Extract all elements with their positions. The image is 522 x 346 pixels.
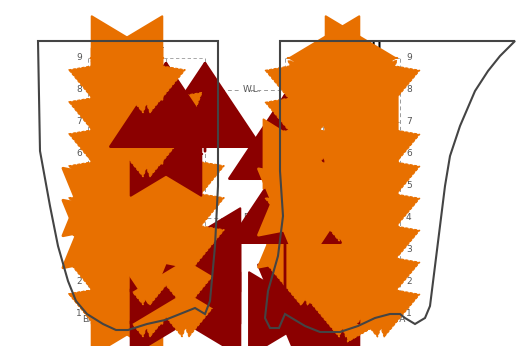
Text: 3: 3 xyxy=(406,246,412,255)
Text: FC: FC xyxy=(318,315,329,324)
Text: 7: 7 xyxy=(406,118,412,127)
Text: BACK: BACK xyxy=(129,40,163,50)
Text: BD: BD xyxy=(198,315,211,324)
Text: 8: 8 xyxy=(406,85,412,94)
Text: FA: FA xyxy=(395,315,405,324)
Text: FRONT: FRONT xyxy=(341,40,384,50)
Text: 2: 2 xyxy=(406,277,412,286)
Text: 9: 9 xyxy=(76,54,82,63)
Text: BC: BC xyxy=(160,315,172,324)
Text: FB: FB xyxy=(356,315,367,324)
Text: 6: 6 xyxy=(406,149,412,158)
Text: BA: BA xyxy=(82,315,94,324)
Text: 1: 1 xyxy=(406,310,412,319)
Text: 9: 9 xyxy=(406,54,412,63)
Text: 6: 6 xyxy=(76,149,82,158)
Text: W.L.: W.L. xyxy=(243,85,262,94)
Text: 1: 1 xyxy=(76,310,82,319)
Text: 8: 8 xyxy=(76,85,82,94)
Text: 5: 5 xyxy=(76,182,82,191)
Text: 4: 4 xyxy=(406,213,412,222)
Text: 2: 2 xyxy=(76,277,82,286)
Text: 4: 4 xyxy=(76,213,82,222)
Text: BB: BB xyxy=(121,315,133,324)
Text: 5: 5 xyxy=(406,182,412,191)
Text: 7: 7 xyxy=(76,118,82,127)
Text: B.L.: B.L. xyxy=(243,213,260,222)
Text: FD: FD xyxy=(279,315,291,324)
Text: 3: 3 xyxy=(76,246,82,255)
